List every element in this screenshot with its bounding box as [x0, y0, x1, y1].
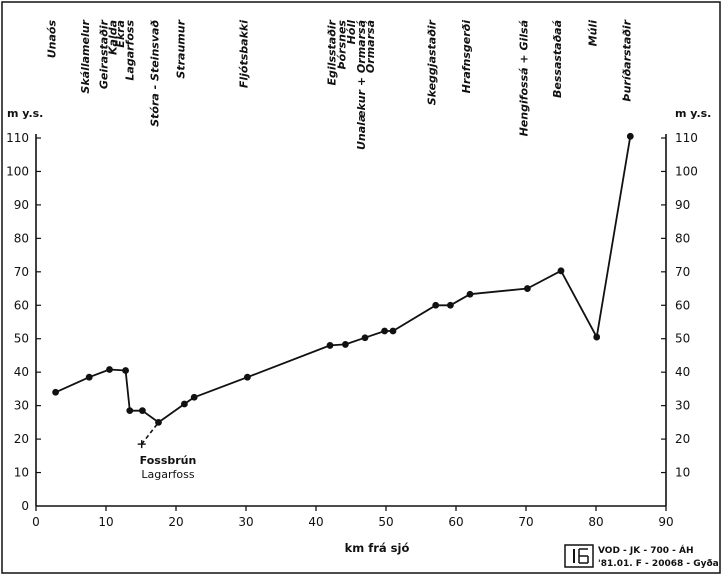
y-tick-label-right: 100 — [675, 164, 698, 178]
place-label: Kalda — [107, 20, 120, 55]
x-tick-label: 10 — [98, 515, 113, 529]
place-label: Hrafnsgerði — [460, 20, 473, 94]
place-label: Unaós — [46, 20, 59, 59]
place-label: Múli — [587, 20, 600, 47]
x-axis-label: km frá sjó — [345, 541, 410, 555]
y-tick-label-right: 70 — [675, 265, 690, 279]
y-tick-label-right: 40 — [675, 365, 690, 379]
stamp-line1: VOD - JK - 700 - ÁH — [598, 544, 694, 556]
data-point — [122, 367, 129, 374]
tick-marks — [35, 137, 667, 511]
data-point — [155, 418, 162, 426]
x-tick-label: 60 — [448, 515, 463, 529]
data-point — [181, 400, 188, 408]
data-point — [626, 132, 634, 140]
data-point — [85, 373, 93, 381]
y-tick-label-left: 10 — [14, 466, 29, 480]
data-point — [381, 327, 388, 335]
x-tick-label: 20 — [168, 515, 183, 529]
place-label: Fljótsbakki — [237, 20, 250, 88]
data-point — [524, 285, 531, 292]
y-tick-label-right: 20 — [675, 432, 690, 446]
place-label: Straumur — [174, 19, 187, 78]
data-point — [244, 373, 251, 381]
place-label: Skállamelur — [79, 19, 92, 93]
data-point — [126, 407, 134, 415]
y-tick-label-left: 40 — [14, 365, 29, 379]
place-label: Geirastaðir — [97, 19, 110, 89]
place-label: Ekra — [114, 20, 127, 48]
place-labels: Unaós Skállamelur GeirastaðirKaldaEkraLaga… — [46, 19, 634, 150]
annotation-line1: Fossbrún — [140, 454, 197, 467]
place-label: Hengifossá + Gilsá — [517, 20, 530, 136]
tick-labels: 0 10 20 30 40 50 60 70 80 90 0 10 10 20 20 30 30 40 40 50 50… — [6, 131, 698, 529]
x-tick-label: 90 — [658, 515, 673, 529]
y-axis-label-left: m y.s. — [7, 107, 43, 120]
y-tick-label-left: 70 — [14, 265, 29, 279]
x-tick-label: 80 — [588, 515, 603, 529]
y-tick-label-left: 110 — [6, 131, 29, 145]
place-label: Bessastaðaá — [551, 20, 564, 98]
annotation-line2: Lagarfoss — [141, 468, 194, 481]
data-point — [342, 341, 349, 348]
y-tick-label-left: 20 — [14, 432, 29, 446]
x-tick-label: 50 — [378, 515, 393, 529]
place-label: Ormarsá — [364, 20, 377, 73]
data-point — [432, 301, 440, 309]
data-point — [106, 366, 113, 373]
data-point — [326, 342, 334, 349]
data-point — [447, 301, 454, 309]
y-tick-label-left: 60 — [14, 298, 29, 312]
place-label: Skeggjastaðir — [426, 19, 439, 105]
y-tick-label-right: 50 — [675, 332, 690, 346]
data-point — [466, 290, 474, 298]
y-tick-label-right: 110 — [675, 131, 698, 145]
data-point — [361, 334, 369, 342]
survey-stamp: VOD - JK - 700 - ÁH '81.01. F - 20068 - … — [564, 544, 719, 569]
place-label: Stóra - Steinsvað — [149, 20, 162, 127]
place-label: Unalækur + Ormarsá — [355, 20, 368, 150]
data-point — [389, 327, 397, 335]
y-axis-label-right: m y.s. — [675, 107, 711, 120]
y-tick-label-left: 30 — [14, 399, 29, 413]
y-tick-label-right: 10 — [675, 466, 690, 480]
y-tick-label-left: 50 — [14, 332, 29, 346]
data-point — [190, 393, 198, 401]
place-label: Egilsstaðir — [326, 19, 339, 85]
axes — [35, 134, 667, 507]
x-tick-label: 0 — [32, 515, 40, 529]
stamp-line2: '81.01. F - 20068 - Gyða — [598, 559, 719, 569]
data-point — [557, 267, 565, 275]
y-tick-label-right: 60 — [675, 298, 690, 312]
fossbrun-annotation: Fossbrún Lagarfoss — [140, 454, 197, 481]
y-tick-label-right: 30 — [675, 399, 690, 413]
place-label: Lagarfoss — [123, 20, 136, 81]
y-tick-label-right: 90 — [675, 198, 690, 212]
data-point — [139, 407, 146, 415]
os-logo — [564, 544, 594, 568]
place-label: Hóll — [345, 20, 358, 45]
fossbrun-dashed-link — [141, 421, 160, 445]
y-tick-label-left: 0 — [21, 499, 29, 513]
x-tick-label: 70 — [518, 515, 533, 529]
y-tick-label-left: 100 — [6, 164, 29, 178]
profile-line — [55, 136, 632, 424]
place-label: Þórsnes — [335, 20, 348, 70]
y-tick-label-left: 80 — [14, 231, 29, 245]
profile-series — [52, 132, 634, 449]
y-tick-label-left: 90 — [14, 198, 29, 212]
place-label: Þuríðarstaðir — [620, 19, 633, 101]
data-point — [52, 388, 59, 396]
y-tick-label-right: 80 — [675, 231, 690, 245]
data-point — [593, 333, 601, 341]
x-tick-label: 30 — [238, 515, 253, 529]
x-tick-label: 40 — [308, 515, 323, 529]
